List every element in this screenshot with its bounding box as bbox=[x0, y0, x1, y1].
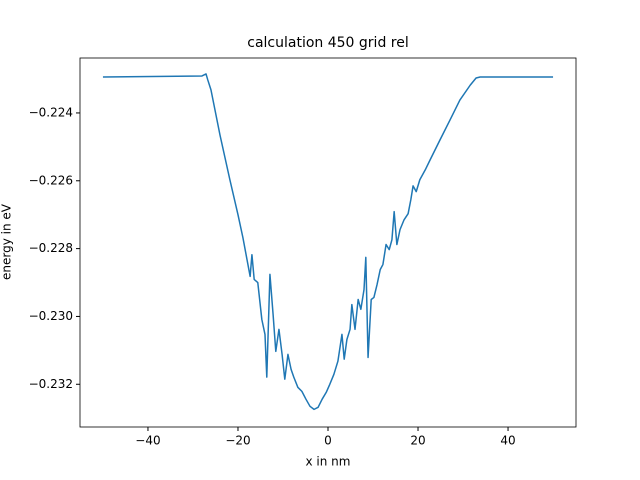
x-tick-label: 40 bbox=[500, 434, 515, 448]
data-line bbox=[102, 73, 554, 411]
x-tick-label: 20 bbox=[410, 434, 425, 448]
y-tick-label: −0.230 bbox=[29, 309, 73, 323]
x-axis-label: x in nm bbox=[306, 455, 351, 469]
x-tick-label: 0 bbox=[324, 434, 332, 448]
y-tick-label: −0.232 bbox=[29, 377, 73, 391]
x-tick-label: −40 bbox=[135, 434, 160, 448]
y-tick-label: −0.228 bbox=[29, 241, 73, 255]
y-tick-label: −0.226 bbox=[29, 173, 73, 187]
y-tick-label: −0.224 bbox=[29, 105, 73, 119]
y-axis-label: energy in eV bbox=[0, 203, 14, 280]
plot-frame bbox=[79, 57, 577, 428]
chart-title: calculation 450 grid rel bbox=[247, 35, 408, 51]
x-tick-label: −20 bbox=[225, 434, 250, 448]
